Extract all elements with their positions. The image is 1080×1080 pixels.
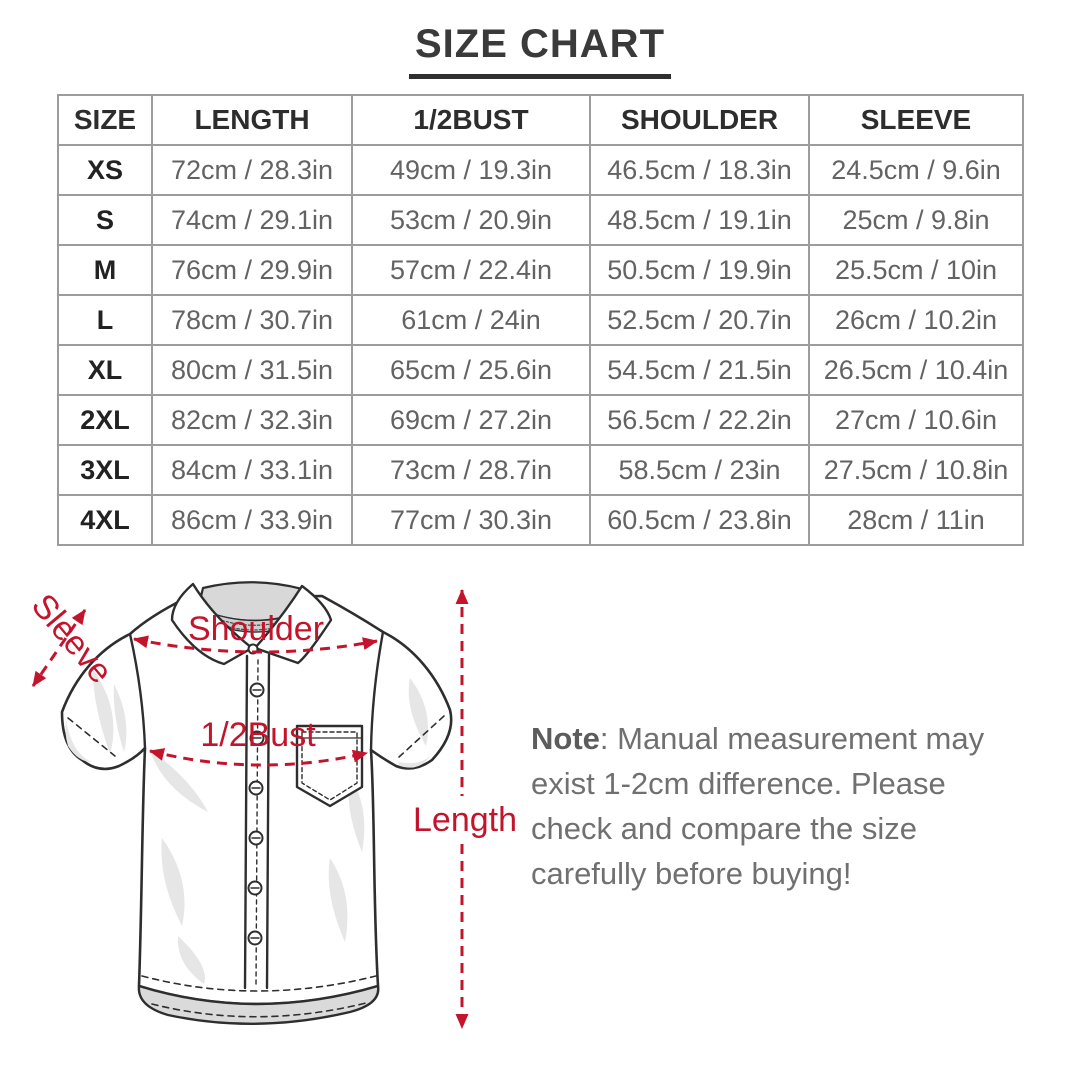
cell-shoulder: 56.5cm / 22.2in (589, 394, 810, 446)
shoulder-arrow (133, 635, 378, 654)
cell-shoulder: 48.5cm / 19.1in (589, 194, 810, 246)
sleeve-label: Sleeve (24, 587, 120, 691)
cell-bust: 69cm / 27.2in (351, 394, 591, 446)
cell-bust: 73cm / 28.7in (351, 444, 591, 496)
cell-bust: 77cm / 30.3in (351, 494, 591, 546)
shirt-outline (60, 581, 453, 1025)
cell-bust: 65cm / 25.6in (351, 344, 591, 396)
shirt-measurement-diagram: Shoulder 1/2Bust Length Sleeve (24, 581, 517, 1029)
bust-arrow (149, 748, 368, 767)
cell-shoulder: 54.5cm / 21.5in (589, 344, 810, 396)
cell-shoulder: 60.5cm / 23.8in (589, 494, 810, 546)
cell-size: XS (57, 144, 153, 196)
measurement-annotations (31, 589, 469, 1029)
cell-sleeve: 25.5cm / 10in (808, 244, 1024, 296)
cell-sleeve: 27cm / 10.6in (808, 394, 1024, 446)
col-header-sleeve: SLEEVE (808, 94, 1024, 146)
note-label: Note (531, 721, 600, 756)
cell-bust: 57cm / 22.4in (351, 244, 591, 296)
cell-length: 74cm / 29.1in (151, 194, 353, 246)
cell-size: 3XL (57, 444, 153, 496)
cell-size: XL (57, 344, 153, 396)
cell-size: 4XL (57, 494, 153, 546)
measurement-note: Note: Manual measurement may exist 1-2cm… (531, 716, 1017, 896)
cell-bust: 61cm / 24in (351, 294, 591, 346)
table-row: 2XL 82cm / 32.3in 69cm / 27.2in 56.5cm /… (57, 394, 1024, 446)
shoulder-label: Shoulder (188, 610, 324, 648)
col-header-size: SIZE (57, 94, 153, 146)
cell-size: 2XL (57, 394, 153, 446)
size-table: SIZE LENGTH 1/2BUST SHOULDER SLEEVE XS 7… (57, 94, 1024, 546)
cell-length: 78cm / 30.7in (151, 294, 353, 346)
cell-shoulder: 50.5cm / 19.9in (589, 244, 810, 296)
table-row: 3XL 84cm / 33.1in 73cm / 28.7in 58.5cm /… (57, 444, 1024, 496)
cell-shoulder: 52.5cm / 20.7in (589, 294, 810, 346)
table-row: 4XL 86cm / 33.9in 77cm / 30.3in 60.5cm /… (57, 494, 1024, 546)
cell-length: 84cm / 33.1in (151, 444, 353, 496)
chest-pocket (295, 724, 364, 808)
table-row: XL 80cm / 31.5in 65cm / 25.6in 54.5cm / … (57, 344, 1024, 396)
cell-size: S (57, 194, 153, 246)
bust-label: 1/2Bust (200, 716, 316, 754)
col-header-bust: 1/2BUST (351, 94, 591, 146)
cell-sleeve: 26cm / 10.2in (808, 294, 1024, 346)
cell-length: 76cm / 29.9in (151, 244, 353, 296)
sleeve-arrow (31, 609, 87, 687)
cell-bust: 53cm / 20.9in (351, 194, 591, 246)
table-header-row: SIZE LENGTH 1/2BUST SHOULDER SLEEVE (57, 94, 1024, 146)
table-row: XS 72cm / 28.3in 49cm / 19.3in 46.5cm / … (57, 144, 1024, 196)
cell-length: 80cm / 31.5in (151, 344, 353, 396)
cell-shoulder: 46.5cm / 18.3in (589, 144, 810, 196)
cell-length: 72cm / 28.3in (151, 144, 353, 196)
fabric-shading (65, 668, 430, 984)
cell-bust: 49cm / 19.3in (351, 144, 591, 196)
cell-sleeve: 26.5cm / 10.4in (808, 344, 1024, 396)
table-row: L 78cm / 30.7in 61cm / 24in 52.5cm / 20.… (57, 294, 1024, 346)
cell-length: 86cm / 33.9in (151, 494, 353, 546)
table-row: S 74cm / 29.1in 53cm / 20.9in 48.5cm / 1… (57, 194, 1024, 246)
cell-size: L (57, 294, 153, 346)
note-text: : Manual measurement may exist 1-2cm dif… (531, 721, 985, 891)
buttons (247, 682, 265, 946)
col-header-shoulder: SHOULDER (589, 94, 810, 146)
cell-sleeve: 27.5cm / 10.8in (808, 444, 1024, 496)
col-header-length: LENGTH (151, 94, 353, 146)
cell-size: M (57, 244, 153, 296)
length-label: Length (413, 801, 517, 839)
cell-sleeve: 24.5cm / 9.6in (808, 144, 1024, 196)
table-row: M 76cm / 29.9in 57cm / 22.4in 50.5cm / 1… (57, 244, 1024, 296)
cell-sleeve: 25cm / 9.8in (808, 194, 1024, 246)
page-title: SIZE CHART (409, 22, 671, 79)
cell-shoulder: 58.5cm / 23in (589, 444, 810, 496)
page-title-wrap: SIZE CHART (0, 22, 1080, 79)
cell-sleeve: 28cm / 11in (808, 494, 1024, 546)
cell-length: 82cm / 32.3in (151, 394, 353, 446)
